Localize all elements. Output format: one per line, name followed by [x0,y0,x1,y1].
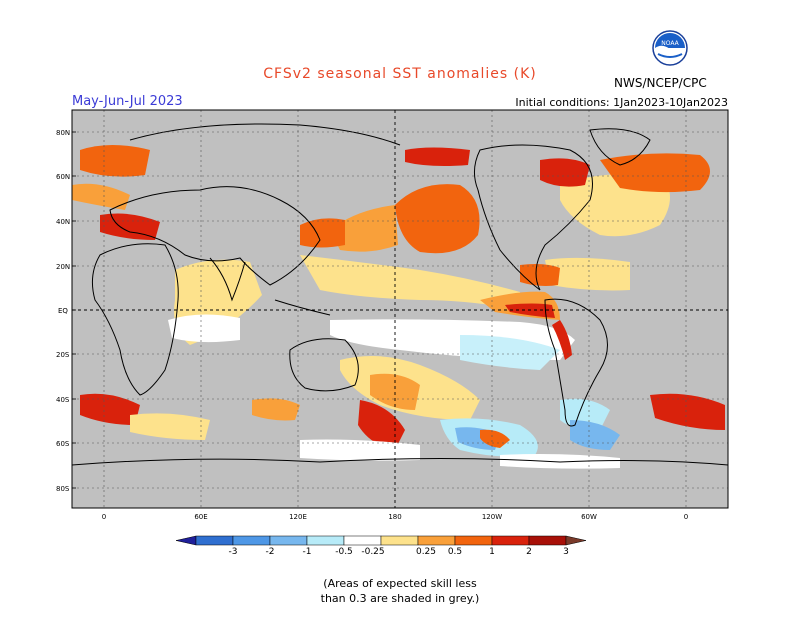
anomaly-field [72,145,728,508]
colorbar-label: 0.5 [448,547,462,557]
colorbar-segment [269,535,308,546]
colorbar-label: 0.25 [416,547,436,557]
lat-label: 20N [56,263,70,271]
colorbar-segment [232,535,271,546]
colorbar-segment [491,535,530,546]
lon-label: 120E [289,513,307,521]
lon-label: 180 [388,513,401,521]
colorbar-arrow-right [565,535,587,546]
map-title: CFSv2 seasonal SST anomalies (K) [263,66,537,82]
colorbar-segment [454,535,493,546]
colorbar-label: 3 [563,547,569,557]
lon-label: 60W [581,513,597,521]
colorbar-label: -2 [266,547,275,557]
noaa-logo-icon: NOAA [652,30,688,66]
colorbar-segment [528,535,567,546]
colorbar-arrow-left [175,535,197,546]
lat-label: EQ [58,307,68,315]
colorbar-label: -0.5 [335,547,353,557]
lat-label: 80N [56,129,70,137]
lat-label: 60N [56,173,70,181]
lon-label: 0 [684,513,688,521]
colorbar-segment [417,535,456,546]
coastlines [72,123,728,466]
lat-label: 40N [56,218,70,226]
season-label: May-Jun-Jul 2023 [72,94,183,109]
colorbar-label: 2 [526,547,532,557]
colorbar-segment [380,535,419,546]
sst-anomaly-map: 80N 60N 40N 20N EQ 20S 40S 60S 80S 0 60E… [56,109,729,557]
map-frame [71,109,729,509]
lat-label: 20S [56,351,70,359]
colorbar-label: 1 [489,547,495,557]
caption-line: (Areas of expected skill less [323,577,477,590]
colorbar-segment [195,535,234,546]
graticule [72,110,728,508]
lat-label: 80S [56,485,70,493]
lat-label: 40S [56,396,70,404]
skill-caption: (Areas of expected skill less than 0.3 a… [0,576,800,606]
agency-label: NWS/NCEP/CPC [614,76,707,90]
colorbar: -3 -2 -1 -0.5 -0.25 0.25 0.5 1 2 3 [175,535,587,557]
svg-text:NOAA: NOAA [661,40,679,47]
colorbar-label: -3 [229,547,238,557]
lon-label: 0 [102,513,106,521]
lon-label: 120W [482,513,502,521]
colorbar-label: -0.25 [361,547,384,557]
colorbar-segment [343,535,382,546]
initial-conditions: Initial conditions: 1Jan2023-10Jan2023 [515,96,728,109]
lat-label: 60S [56,440,70,448]
colorbar-label: -1 [303,547,312,557]
caption-line: than 0.3 are shaded in grey.) [320,592,480,605]
colorbar-segment [306,535,345,546]
lon-label: 60E [194,513,207,521]
